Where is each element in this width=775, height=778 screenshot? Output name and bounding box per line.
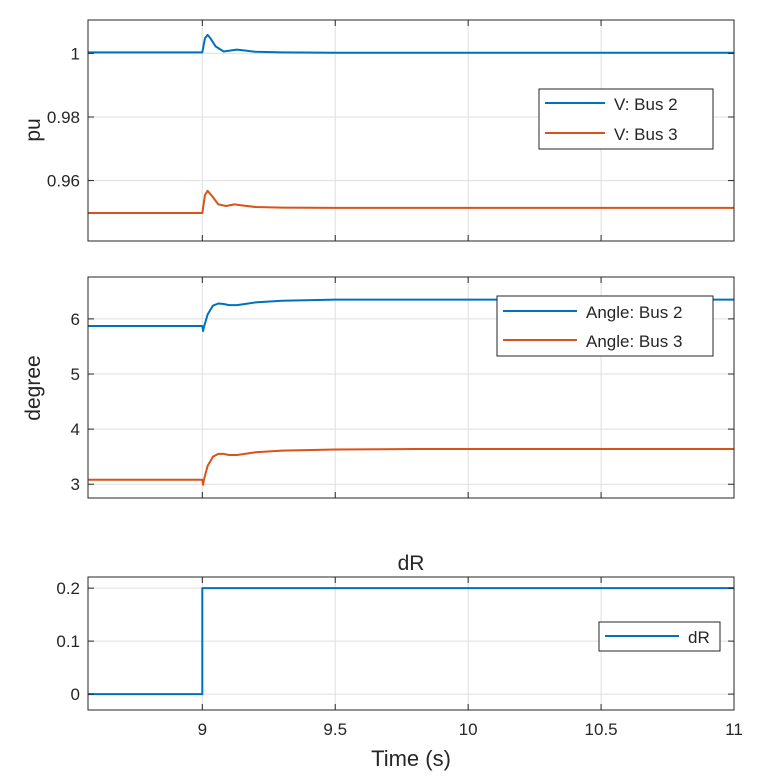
angle-y-tick-label: 5 <box>71 365 80 384</box>
angle-y-axis-label: degree <box>22 355 45 420</box>
angle-y-tick-label: 3 <box>71 475 80 494</box>
voltage-panel: 0.96 0.98 1 pu V: Bus 2 V: Bus 3 <box>22 19 735 242</box>
dr-x-tick-label: 10.5 <box>585 720 618 739</box>
angle-series-line-2 <box>88 448 734 486</box>
legend-label-angle-bus2: Angle: Bus 2 <box>586 303 682 322</box>
dr-y-tick-label: 0.1 <box>56 632 80 651</box>
voltage-series-line-2 <box>88 189 734 214</box>
voltage-y-tick-label: 0.98 <box>47 108 80 127</box>
dr-series-line-1 <box>88 587 734 696</box>
dr-x-tick-label: 11 <box>725 720 743 739</box>
legend-label-angle-bus3: Angle: Bus 3 <box>586 332 682 351</box>
angle-legend: Angle: Bus 2 Angle: Bus 3 <box>496 295 714 357</box>
voltage-y-tick-label: 0.96 <box>47 172 80 191</box>
legend-label-v-bus3: V: Bus 3 <box>614 125 678 144</box>
dr-x-tick-label: 10 <box>459 720 478 739</box>
dr-y-tick-label: 0.2 <box>56 579 80 598</box>
angle-panel: 3 4 5 6 degree Angle: Bus 2 Angle: Bus 3 <box>22 276 735 499</box>
angle-series-line-1 <box>88 298 734 332</box>
angle-y-tick-label: 6 <box>71 310 80 329</box>
voltage-y-axis-label: pu <box>22 118 45 141</box>
dr-y-tick-label: 0 <box>71 685 80 704</box>
dr-chart-title: dR <box>398 552 425 575</box>
legend-label-v-bus2: V: Bus 2 <box>614 95 678 114</box>
dr-x-tick-label: 9 <box>198 720 207 739</box>
dr-x-tick-label: 9.5 <box>323 720 347 739</box>
angle-y-tick-label: 4 <box>71 420 80 439</box>
voltage-series-line-1 <box>88 33 734 54</box>
voltage-legend: V: Bus 2 V: Bus 3 <box>538 88 714 150</box>
dr-legend: dR <box>598 621 721 652</box>
voltage-y-tick-label: 1 <box>71 44 80 63</box>
x-axis-label: Time (s) <box>371 746 451 771</box>
dr-panel: dR 9 9.5 10 10.5 11 0 0.1 0.2 Time (s) dR <box>56 552 742 771</box>
legend-label-dr: dR <box>688 628 710 647</box>
